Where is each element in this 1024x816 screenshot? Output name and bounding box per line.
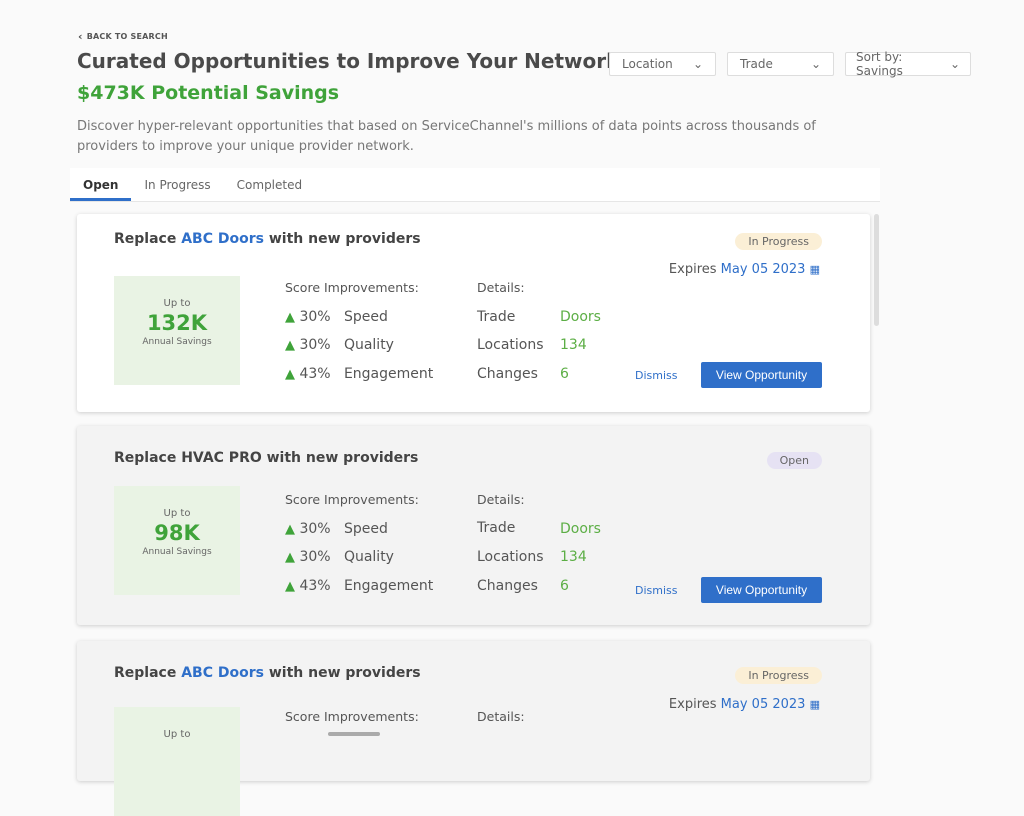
- savings-box: Up to: [114, 707, 240, 816]
- horizontal-scrollbar[interactable]: [328, 732, 380, 736]
- trade-filter[interactable]: Trade ⌄: [727, 52, 834, 76]
- status-badge: In Progress: [735, 233, 822, 250]
- status-tabs: Open In Progress Completed: [70, 168, 880, 202]
- trade-label: Trade: [477, 309, 516, 325]
- changes-label: Changes: [477, 578, 538, 594]
- view-opportunity-button[interactable]: View Opportunity: [701, 362, 822, 388]
- changes-label: Changes: [477, 366, 538, 382]
- details-label: Details:: [477, 280, 525, 295]
- provider-name: HVAC PRO: [181, 450, 262, 466]
- arrow-up-icon: ▲: [285, 522, 295, 537]
- locations-link[interactable]: Locations: [477, 549, 544, 565]
- score-engagement: ▲ 43% Engagement: [285, 366, 434, 382]
- provider-link[interactable]: ABC Doors: [181, 665, 264, 681]
- arrow-up-icon: ▲: [285, 310, 295, 325]
- vertical-scrollbar[interactable]: [874, 214, 879, 326]
- page-title: Curated Opportunities to Improve Your Ne…: [77, 49, 620, 73]
- changes-value: 6: [560, 578, 569, 594]
- card-title: Replace ABC Doors with new providers: [114, 665, 421, 681]
- potential-savings: $473K Potential Savings: [77, 82, 340, 104]
- trade-label: Trade: [477, 520, 516, 536]
- chevron-left-icon: ‹: [78, 30, 83, 43]
- provider-link[interactable]: ABC Doors: [181, 231, 264, 247]
- arrow-up-icon: ▲: [285, 367, 295, 382]
- back-to-search-link[interactable]: ‹ BACK TO SEARCH: [78, 30, 168, 43]
- chevron-down-icon: ⌄: [949, 57, 960, 71]
- locations-value: 134: [560, 337, 587, 353]
- locations-value: 134: [560, 549, 587, 565]
- arrow-up-icon: ▲: [285, 338, 295, 353]
- locations-link[interactable]: Locations: [477, 337, 544, 353]
- arrow-up-icon: ▲: [285, 579, 295, 594]
- tab-in-progress[interactable]: In Progress: [144, 178, 211, 192]
- savings-box: Up to 132K Annual Savings: [114, 276, 240, 385]
- chevron-down-icon: ⌄: [692, 57, 703, 71]
- tab-open[interactable]: Open: [70, 168, 132, 201]
- score-label: Score Improvements:: [285, 492, 419, 507]
- opportunity-card: Replace HVAC PRO with new providers Open…: [77, 426, 870, 625]
- score-quality: ▲ 30% Quality: [285, 337, 394, 353]
- tab-completed[interactable]: Completed: [236, 178, 303, 192]
- calendar-icon[interactable]: ▦: [809, 698, 820, 711]
- savings-box: Up to 98K Annual Savings: [114, 486, 240, 595]
- score-label: Score Improvements:: [285, 709, 419, 724]
- score-speed: ▲ 30% Speed: [285, 309, 388, 325]
- opportunity-card: Replace ABC Doors with new providers In …: [77, 641, 870, 816]
- expiry-date: Expires May 05 2023 ▦: [668, 262, 820, 277]
- score-quality: ▲ 30% Quality: [285, 549, 394, 565]
- opportunity-card: Replace ABC Doors with new providers In …: [77, 214, 870, 412]
- changes-value: 6: [560, 366, 569, 382]
- page-description: Discover hyper-relevant opportunities th…: [77, 119, 816, 154]
- arrow-up-icon: ▲: [285, 550, 295, 565]
- dismiss-button[interactable]: Dismiss: [635, 584, 678, 597]
- details-label: Details:: [477, 709, 525, 724]
- score-label: Score Improvements:: [285, 280, 419, 295]
- status-badge: Open: [766, 452, 822, 469]
- dismiss-button[interactable]: Dismiss: [635, 369, 678, 382]
- score-speed: ▲ 30% Speed: [285, 521, 388, 537]
- trade-value: Doors: [560, 521, 601, 537]
- card-title: Replace ABC Doors with new providers: [114, 231, 421, 247]
- chevron-down-icon: ⌄: [810, 57, 821, 71]
- card-title: Replace HVAC PRO with new providers: [114, 450, 419, 466]
- sort-dropdown[interactable]: Sort by: Savings ⌄: [845, 50, 971, 78]
- trade-value: Doors: [560, 309, 601, 325]
- view-opportunity-button[interactable]: View Opportunity: [701, 577, 822, 603]
- calendar-icon[interactable]: ▦: [809, 263, 820, 276]
- status-badge: In Progress: [735, 667, 822, 684]
- location-filter[interactable]: Location ⌄: [609, 52, 716, 76]
- details-label: Details:: [477, 492, 525, 507]
- score-engagement: ▲ 43% Engagement: [285, 578, 434, 594]
- expiry-date: Expires May 05 2023 ▦: [668, 697, 820, 712]
